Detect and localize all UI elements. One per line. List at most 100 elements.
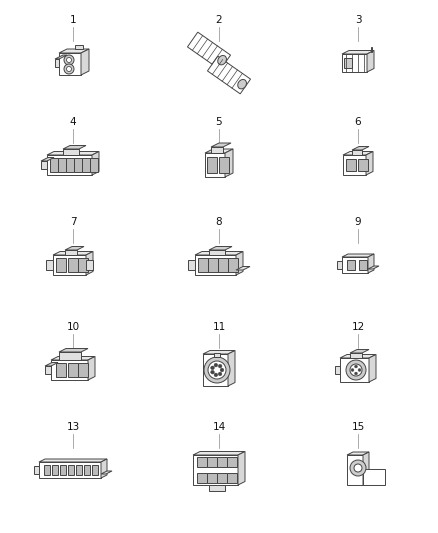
Polygon shape — [195, 252, 243, 255]
Polygon shape — [51, 360, 88, 380]
Polygon shape — [342, 51, 374, 54]
Text: 8: 8 — [215, 217, 223, 227]
Polygon shape — [203, 351, 235, 354]
Polygon shape — [68, 363, 78, 377]
Text: 11: 11 — [212, 322, 226, 332]
Polygon shape — [41, 161, 47, 169]
Polygon shape — [343, 155, 366, 175]
Text: 9: 9 — [355, 217, 361, 227]
Polygon shape — [227, 457, 237, 467]
Polygon shape — [92, 465, 98, 475]
Polygon shape — [52, 465, 58, 475]
Polygon shape — [366, 151, 373, 175]
Polygon shape — [82, 158, 90, 172]
Circle shape — [211, 366, 214, 369]
Polygon shape — [74, 158, 82, 172]
Polygon shape — [337, 261, 342, 269]
Polygon shape — [352, 147, 369, 150]
Circle shape — [355, 372, 357, 375]
Polygon shape — [47, 151, 99, 155]
Polygon shape — [209, 485, 225, 491]
Text: 5: 5 — [215, 117, 223, 127]
Polygon shape — [66, 158, 74, 172]
Polygon shape — [197, 473, 207, 483]
Polygon shape — [205, 153, 225, 177]
Polygon shape — [207, 157, 217, 173]
Polygon shape — [78, 258, 88, 272]
Polygon shape — [44, 465, 50, 475]
Polygon shape — [228, 258, 238, 272]
Polygon shape — [55, 55, 67, 59]
Polygon shape — [225, 149, 233, 177]
Polygon shape — [86, 252, 93, 275]
Polygon shape — [65, 246, 84, 250]
Ellipse shape — [238, 79, 247, 89]
Polygon shape — [59, 53, 81, 75]
Polygon shape — [78, 363, 88, 377]
Polygon shape — [217, 473, 227, 483]
Polygon shape — [34, 466, 39, 474]
Circle shape — [214, 364, 218, 367]
Polygon shape — [340, 354, 376, 358]
Polygon shape — [193, 451, 245, 455]
Polygon shape — [193, 455, 238, 485]
Polygon shape — [46, 260, 53, 270]
Polygon shape — [219, 157, 229, 173]
Text: 14: 14 — [212, 422, 226, 432]
Polygon shape — [211, 147, 223, 153]
Text: 10: 10 — [67, 322, 80, 332]
Circle shape — [354, 464, 362, 472]
Polygon shape — [207, 473, 217, 483]
Polygon shape — [45, 362, 58, 366]
Polygon shape — [217, 457, 227, 467]
Polygon shape — [84, 465, 90, 475]
Ellipse shape — [64, 64, 74, 74]
Polygon shape — [39, 459, 107, 462]
Polygon shape — [342, 254, 374, 257]
Polygon shape — [60, 465, 66, 475]
Text: 13: 13 — [67, 422, 80, 432]
Polygon shape — [90, 158, 98, 172]
Text: 4: 4 — [70, 117, 76, 127]
Circle shape — [214, 373, 218, 377]
Text: 1: 1 — [70, 15, 76, 25]
Polygon shape — [350, 353, 362, 358]
Polygon shape — [227, 473, 237, 483]
Polygon shape — [367, 51, 374, 72]
Ellipse shape — [64, 55, 74, 65]
Polygon shape — [53, 255, 86, 275]
Polygon shape — [59, 352, 81, 360]
Ellipse shape — [218, 55, 226, 65]
Polygon shape — [53, 252, 93, 255]
Polygon shape — [359, 260, 367, 270]
Polygon shape — [41, 157, 54, 161]
Polygon shape — [198, 258, 208, 272]
Polygon shape — [59, 349, 88, 352]
Polygon shape — [68, 465, 74, 475]
Text: 6: 6 — [355, 117, 361, 127]
Polygon shape — [81, 49, 89, 75]
Polygon shape — [207, 457, 217, 467]
Polygon shape — [56, 258, 66, 272]
Polygon shape — [340, 358, 369, 382]
Polygon shape — [59, 49, 89, 53]
Text: 2: 2 — [215, 15, 223, 25]
Circle shape — [351, 369, 354, 372]
Polygon shape — [236, 266, 250, 270]
Polygon shape — [39, 462, 101, 478]
Polygon shape — [203, 354, 228, 386]
Circle shape — [355, 365, 357, 368]
Polygon shape — [195, 255, 236, 275]
Polygon shape — [63, 146, 86, 149]
Circle shape — [358, 369, 361, 372]
Polygon shape — [47, 155, 92, 175]
Polygon shape — [101, 459, 107, 478]
Polygon shape — [238, 451, 245, 485]
Polygon shape — [92, 151, 99, 175]
Polygon shape — [208, 56, 251, 94]
Polygon shape — [363, 452, 369, 485]
Polygon shape — [76, 465, 82, 475]
Circle shape — [346, 360, 366, 380]
Polygon shape — [101, 471, 112, 474]
Polygon shape — [65, 250, 77, 255]
